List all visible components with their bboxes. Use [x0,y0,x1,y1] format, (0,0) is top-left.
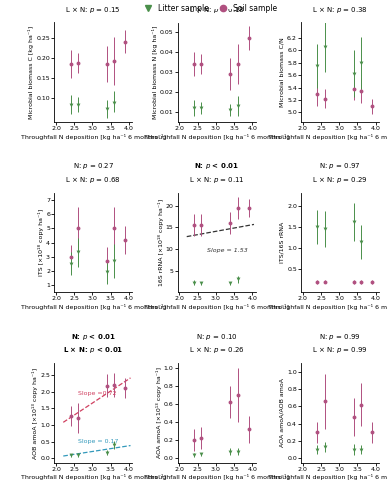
Y-axis label: Microbial biomass C [kg ha⁻¹]: Microbial biomass C [kg ha⁻¹] [28,26,34,118]
Y-axis label: ITS [×10¹⁸ copy ha⁻¹]: ITS [×10¹⁸ copy ha⁻¹] [38,209,44,276]
Legend: Litter sample, Soil sample: Litter sample, Soil sample [141,4,277,13]
Y-axis label: Microbial biomass N [kg ha⁻¹]: Microbial biomass N [kg ha⁻¹] [152,26,158,119]
Text: N: $p$ = 0.27: N: $p$ = 0.27 [73,161,114,171]
Text: L × N: $p$ = 0.99: L × N: $p$ = 0.99 [312,346,368,356]
Text: L × N: $p$ = 0.29: L × N: $p$ = 0.29 [312,175,368,185]
Text: Slope = 0.17: Slope = 0.17 [78,440,118,444]
Y-axis label: Microbial biomass C/N: Microbial biomass C/N [280,37,285,107]
Y-axis label: ITS/16S rRNA: ITS/16S rRNA [280,222,285,263]
Text: Slope = 1.53: Slope = 1.53 [207,248,247,254]
X-axis label: Throughfall N deposition [kg ha⁻¹ 6 months⁻¹]: Throughfall N deposition [kg ha⁻¹ 6 mont… [21,304,166,310]
Text: L × N: $p$ = 0.68: L × N: $p$ = 0.68 [65,175,121,185]
X-axis label: Throughfall N deposition [kg ha⁻¹ 6 months⁻¹]: Throughfall N deposition [kg ha⁻¹ 6 mont… [268,474,387,480]
Text: N: $p$ < 0.01: N: $p$ < 0.01 [71,332,116,342]
Text: L × N: $p$ < 0.01: L × N: $p$ < 0.01 [63,346,123,356]
Text: L × N: $p$ = 0.18: L × N: $p$ = 0.18 [189,4,245,15]
Y-axis label: AOA amoA [×10¹³ copy ha⁻¹]: AOA amoA [×10¹³ copy ha⁻¹] [156,368,161,458]
Y-axis label: 16S rRNA [×10¹⁸ copy ha⁻¹]: 16S rRNA [×10¹⁸ copy ha⁻¹] [158,199,164,286]
Text: N: $p$ = 0.97: N: $p$ = 0.97 [319,161,361,171]
Text: L × N: $p$ = 0.11: L × N: $p$ = 0.11 [189,175,245,185]
X-axis label: Throughfall N deposition [kg ha⁻¹ 6 months⁻¹]: Throughfall N deposition [kg ha⁻¹ 6 mont… [144,304,289,310]
Text: L × N: $p$ = 0.38: L × N: $p$ = 0.38 [312,4,368,15]
Text: N: $p$ < 0.01: N: $p$ < 0.01 [194,161,239,171]
Y-axis label: AOB amoA [×10¹³ copy ha⁻¹]: AOB amoA [×10¹³ copy ha⁻¹] [32,368,38,458]
X-axis label: Throughfall N deposition [kg ha⁻¹ 6 months⁻¹]: Throughfall N deposition [kg ha⁻¹ 6 mont… [21,134,166,140]
Text: L × N: $p$ = 0.26: L × N: $p$ = 0.26 [189,346,245,356]
Text: N: $p$ = 0.99: N: $p$ = 0.99 [319,332,361,342]
X-axis label: Throughfall N deposition [kg ha⁻¹ 6 months⁻¹]: Throughfall N deposition [kg ha⁻¹ 6 mont… [144,474,289,480]
Y-axis label: AOA amoA/AOB amoA: AOA amoA/AOB amoA [280,378,285,448]
Text: N: $p$ = 0.10: N: $p$ = 0.10 [196,332,238,342]
X-axis label: Throughfall N deposition [kg ha⁻¹ 6 months⁻¹]: Throughfall N deposition [kg ha⁻¹ 6 mont… [268,134,387,140]
Text: Slope =0.72: Slope =0.72 [78,391,116,396]
X-axis label: Throughfall N deposition [kg ha⁻¹ 6 months⁻¹]: Throughfall N deposition [kg ha⁻¹ 6 mont… [21,474,166,480]
X-axis label: Throughfall N deposition [kg ha⁻¹ 6 months⁻¹]: Throughfall N deposition [kg ha⁻¹ 6 mont… [268,304,387,310]
X-axis label: Throughfall N deposition [kg ha⁻¹ 6 months⁻¹]: Throughfall N deposition [kg ha⁻¹ 6 mont… [144,134,289,140]
Text: L × N: $p$ = 0.15: L × N: $p$ = 0.15 [65,4,121,15]
